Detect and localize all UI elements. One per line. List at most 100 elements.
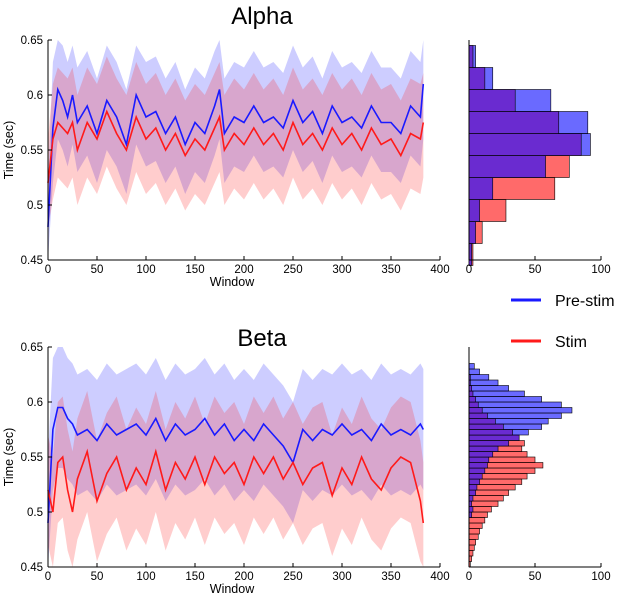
series-line-stim — [47, 448, 425, 524]
hist-bar-overlap — [468, 390, 474, 397]
y-tick-label: 0.5 — [27, 200, 43, 212]
hist-bar-overlap — [468, 407, 483, 414]
hist-bar-overlap — [468, 495, 474, 502]
hist-bar-overlap — [468, 473, 483, 480]
x-tick-label: 250 — [283, 264, 302, 276]
x-tick-label: 350 — [381, 264, 400, 276]
x-axis-label: Window — [210, 275, 255, 289]
chart-title: Beta — [237, 325, 287, 352]
hist-x-tick-label: 100 — [591, 571, 610, 583]
hist-bar-overlap — [468, 434, 520, 441]
y-tick-label: 0.5 — [27, 507, 43, 519]
hist-bar-pre-stim — [468, 385, 509, 392]
x-tick-label: 200 — [234, 571, 253, 583]
y-tick-label: 0.45 — [21, 562, 43, 574]
hist-bar-overlap — [468, 177, 494, 200]
hist-bar-overlap — [468, 478, 480, 485]
y-tick-label: 0.6 — [27, 90, 43, 102]
beta-panel: Beta 0 50 100 150 200 250 300 350 400 0.45 0.5 0.55 0… — [2, 325, 611, 596]
hist-bar-overlap — [468, 456, 490, 463]
x-tick-label: 400 — [430, 571, 449, 583]
hist-bar-overlap — [468, 401, 479, 408]
hist-x-tick-label: 50 — [529, 571, 542, 583]
x-tick-label: 50 — [91, 571, 104, 583]
hist-bar-pre-stim — [468, 396, 542, 403]
x-tick-label: 300 — [332, 264, 351, 276]
hist-bar-overlap — [468, 484, 478, 491]
hist-bar-stim — [468, 528, 480, 535]
hist-bar-pre-stim — [468, 363, 475, 370]
x-tick-label: 100 — [136, 571, 155, 583]
series-band-pre-stim — [48, 347, 424, 567]
series-band-stim — [48, 391, 424, 567]
hist-bar-stim — [468, 517, 486, 524]
x-tick-label: 400 — [430, 264, 449, 276]
hist-bar-stim — [468, 500, 499, 507]
series-line-stim — [47, 109, 425, 184]
x-tick-label: 100 — [136, 264, 155, 276]
y-axis-label: Time (sec) — [2, 121, 16, 180]
hist-bar-overlap — [468, 462, 488, 469]
hist-bar-overlap — [468, 489, 476, 496]
y-tick-label: 0.45 — [21, 255, 43, 267]
hist-x-tick-label: 0 — [466, 571, 472, 583]
hist-bar-stim — [468, 550, 474, 557]
hist-bar-overlap — [468, 418, 496, 425]
hist-bar-overlap — [468, 221, 476, 244]
alpha-panel: Alpha 0 50 100 150 200 250 300 350 400 0.45 0.5 0.55… — [2, 3, 611, 289]
hist-bar-stim — [468, 544, 475, 551]
hist-bar-overlap — [468, 155, 546, 178]
y-tick-label: 0.6 — [27, 397, 43, 409]
hist-bar-stim — [468, 495, 504, 502]
legend: Pre-stim Stim — [511, 293, 615, 351]
hist-bar-pre-stim — [468, 368, 480, 375]
hist-bar-overlap — [468, 423, 504, 430]
hist-bar-pre-stim — [468, 401, 562, 408]
x-tick-label: 50 — [91, 264, 104, 276]
hist-bar-pre-stim — [468, 390, 525, 397]
x-tick-label: 0 — [45, 571, 51, 583]
hist-bar-overlap — [468, 412, 488, 419]
hist-bar-overlap — [468, 133, 582, 156]
y-axis-label: Time (sec) — [2, 428, 16, 487]
x-tick-label: 250 — [283, 571, 302, 583]
hist-bar-pre-stim — [468, 407, 573, 414]
hist-bar-stim — [468, 539, 476, 546]
x-tick-label: 350 — [381, 571, 400, 583]
hist-bar-overlap — [468, 396, 476, 403]
hist-bar-overlap — [468, 89, 516, 112]
legend-pre-stim-label: Pre-stim — [555, 293, 615, 310]
hist-x-tick-label: 50 — [529, 264, 542, 276]
x-axis-label: Window — [210, 582, 255, 596]
hist-bar-overlap — [468, 451, 494, 458]
chart-title: Alpha — [231, 3, 293, 30]
series-band-stim — [48, 56, 424, 227]
x-tick-label: 150 — [185, 264, 204, 276]
series-band-pre-stim — [48, 40, 424, 260]
hist-x-tick-label: 100 — [591, 264, 610, 276]
hist-bar-overlap — [468, 111, 560, 134]
x-tick-label: 300 — [332, 571, 351, 583]
x-tick-label: 200 — [234, 264, 253, 276]
series-line-pre-stim — [47, 83, 425, 228]
series-line-pre-stim — [47, 406, 425, 524]
y-tick-label: 0.65 — [21, 35, 43, 47]
hist-bar-overlap — [468, 199, 480, 222]
y-tick-label: 0.65 — [21, 342, 43, 354]
hist-bar-overlap — [468, 67, 486, 90]
hist-bar-pre-stim — [468, 379, 499, 386]
hist-bar-overlap — [468, 440, 509, 447]
hist-bar-stim — [468, 533, 479, 540]
hist-bar-overlap — [468, 445, 499, 452]
y-tick-label: 0.55 — [21, 452, 43, 464]
hist-bar-overlap — [468, 429, 513, 436]
hist-bar-pre-stim — [468, 374, 490, 381]
hist-x-tick-label: 0 — [466, 264, 472, 276]
x-tick-label: 150 — [185, 571, 204, 583]
legend-stim-label: Stim — [555, 334, 587, 351]
hist-bar-stim — [468, 522, 483, 529]
hist-bar-overlap — [468, 45, 474, 68]
x-tick-label: 0 — [45, 264, 51, 276]
hist-bar-overlap — [468, 467, 486, 474]
